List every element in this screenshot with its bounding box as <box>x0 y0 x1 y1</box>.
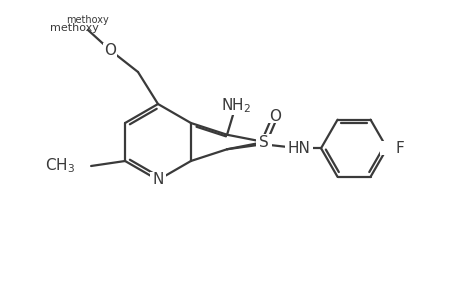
Text: O: O <box>269 109 280 124</box>
Text: HN: HN <box>287 141 310 156</box>
Text: O: O <box>104 43 116 58</box>
Bar <box>379 141 393 155</box>
Text: S: S <box>259 134 269 149</box>
Bar <box>150 172 166 188</box>
Bar <box>268 109 281 123</box>
Bar <box>256 134 272 150</box>
Text: methoxy: methoxy <box>67 15 109 25</box>
Text: F: F <box>394 141 403 156</box>
Bar <box>219 97 251 115</box>
Bar <box>285 139 313 157</box>
Text: CH$_3$: CH$_3$ <box>45 157 75 175</box>
Text: N: N <box>152 172 163 188</box>
Text: methoxy: methoxy <box>50 23 98 33</box>
Text: NH$_2$: NH$_2$ <box>220 97 250 116</box>
Bar <box>103 43 117 57</box>
